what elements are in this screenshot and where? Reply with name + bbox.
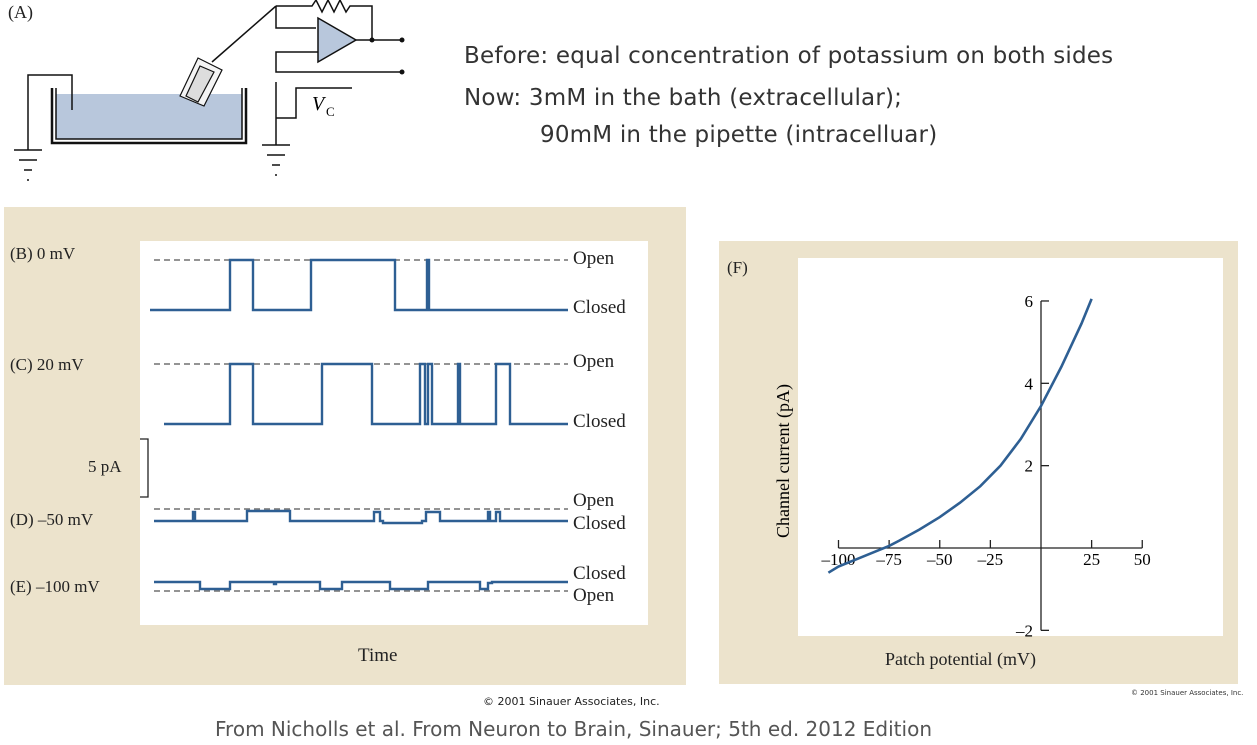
vc-source bbox=[275, 82, 352, 119]
vc-subscript: C bbox=[326, 104, 335, 119]
ground-left bbox=[14, 149, 42, 181]
bath-solution bbox=[56, 94, 242, 139]
trace-c bbox=[164, 362, 568, 426]
iv-panel: (F) Patch potential (mV) bbox=[719, 241, 1238, 684]
trace-d bbox=[154, 509, 568, 525]
note-line-2: Now: 3mM in the bath (extracellular); bbox=[464, 85, 903, 111]
state-e-closed: Closed bbox=[573, 563, 626, 584]
iv-x-tick-label: –25 bbox=[977, 550, 1004, 569]
state-d-open: Open bbox=[573, 490, 615, 511]
trace-e bbox=[154, 580, 568, 591]
state-b-open: Open bbox=[573, 248, 615, 269]
note-line-3: 90mM in the pipette (intracelluar) bbox=[540, 122, 938, 148]
state-d-closed: Closed bbox=[573, 513, 626, 534]
ground-right bbox=[262, 118, 290, 176]
iv-x-tick-label: 50 bbox=[1134, 550, 1151, 569]
feedback-resistor bbox=[276, 0, 373, 40]
bath-dish bbox=[50, 88, 248, 145]
iv-copyright: © 2001 Sinauer Associates, Inc. bbox=[1131, 689, 1244, 697]
iv-y-tick-label: 6 bbox=[1025, 292, 1034, 311]
state-b-closed: Closed bbox=[573, 297, 626, 318]
amplifier bbox=[317, 16, 358, 64]
iv-panel-label: (F) bbox=[727, 258, 748, 277]
iv-y-tick-label: –2 bbox=[1015, 621, 1033, 640]
traces-panel: (B) 0 mV (C) 20 mV (D) –50 mV (E) –100 m… bbox=[4, 207, 686, 685]
scale-bar bbox=[140, 438, 149, 498]
state-c-open: Open bbox=[573, 351, 615, 372]
citation: From Nicholls et al. From Neuron to Brai… bbox=[215, 717, 932, 741]
iv-xlabel: Patch potential (mV) bbox=[885, 649, 1036, 669]
pipette bbox=[179, 57, 223, 107]
iv-plot-area bbox=[798, 258, 1223, 636]
time-axis-label: Time bbox=[358, 645, 398, 666]
iv-ylabel: Channel current (pA) bbox=[773, 384, 794, 538]
traces-copyright: © 2001 Sinauer Associates, Inc. bbox=[483, 695, 660, 708]
single-channel-traces bbox=[140, 258, 568, 592]
iv-y-tick-label: 2 bbox=[1025, 457, 1034, 476]
iv-curve bbox=[827, 298, 1093, 574]
scale-bar-label: 5 pA bbox=[88, 457, 122, 476]
iv-x-tick-label: –75 bbox=[875, 550, 902, 569]
state-e-open: Open bbox=[573, 585, 615, 606]
iv-x-tick-label: –50 bbox=[926, 550, 953, 569]
note-line-1: Before: equal concentration of potassium… bbox=[464, 43, 1114, 69]
panel-a-label: (A) bbox=[8, 2, 33, 22]
trace-label-b: (B) 0 mV bbox=[10, 244, 76, 263]
iv-curve-chart: Channel current (pA) –100 –75 –50 –25 25 50–2… bbox=[773, 292, 1151, 640]
state-c-closed: Closed bbox=[573, 411, 626, 432]
trace-label-d: (D) –50 mV bbox=[10, 510, 94, 529]
trace-label-c: (C) 20 mV bbox=[10, 355, 84, 374]
vc-symbol: V bbox=[312, 93, 327, 115]
iv-x-tick-label: 25 bbox=[1083, 550, 1100, 569]
bath-electrode bbox=[27, 74, 73, 150]
patch-clamp-circuit: V C bbox=[14, 0, 405, 181]
iv-y-tick-label: 4 bbox=[1025, 374, 1034, 393]
trace-b bbox=[150, 258, 568, 312]
trace-label-e: (E) –100 mV bbox=[10, 577, 100, 596]
